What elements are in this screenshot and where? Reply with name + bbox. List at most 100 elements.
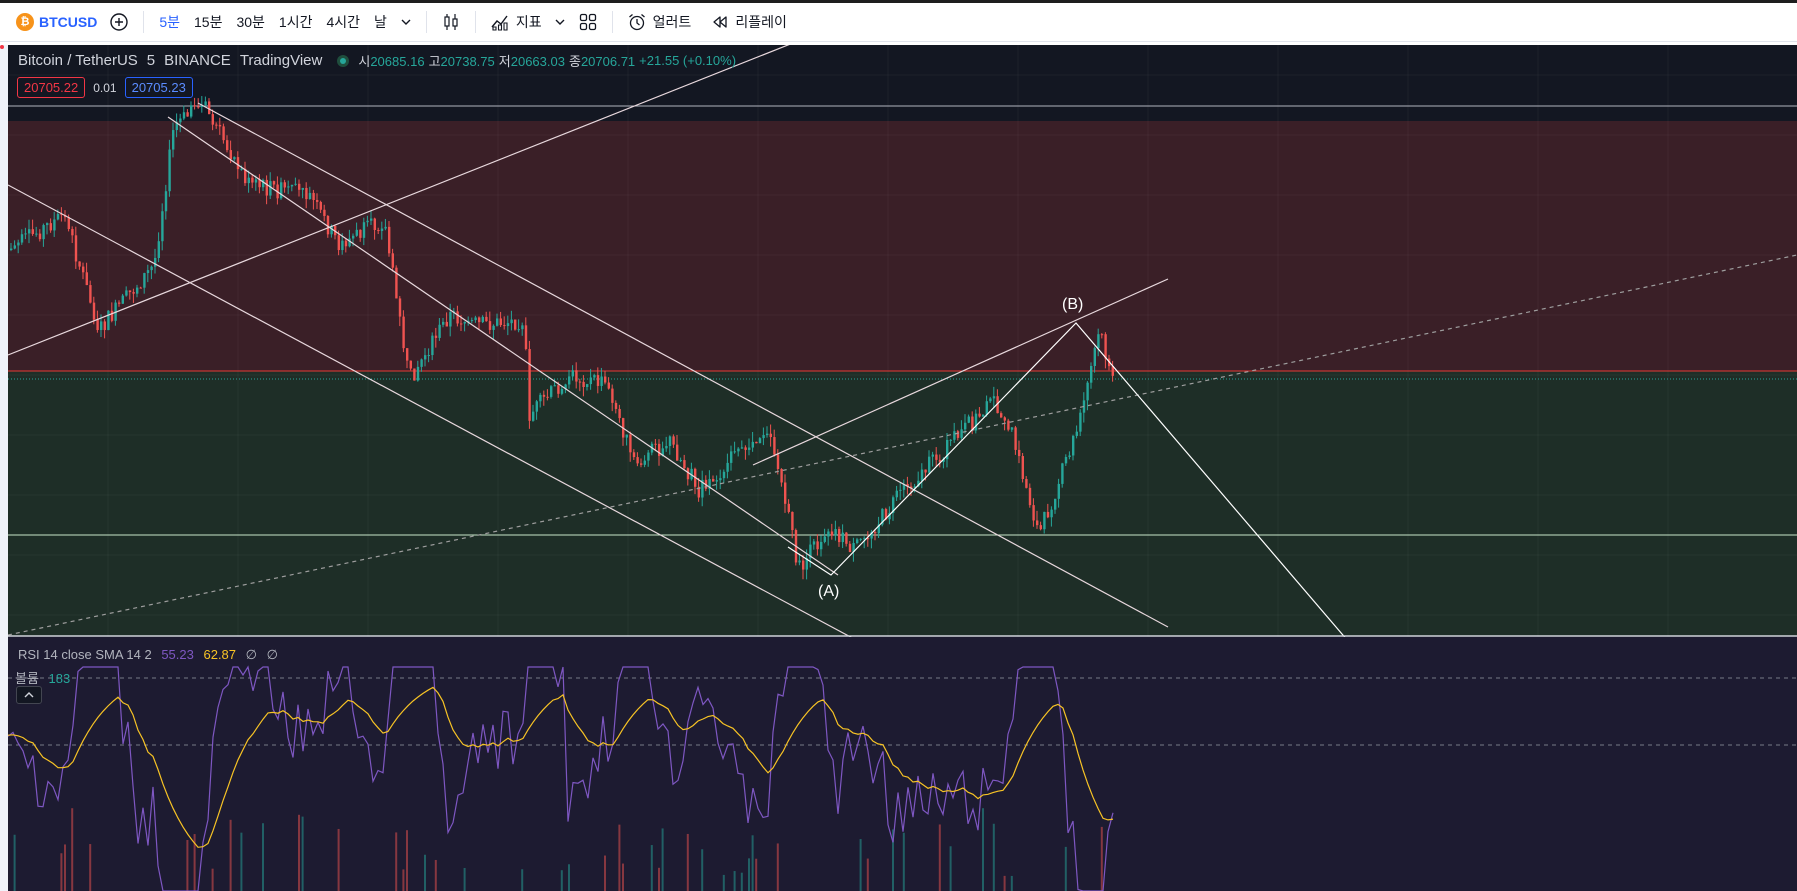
- candle-body: [964, 422, 967, 430]
- volume-bar: [337, 828, 340, 891]
- candle-body: [1111, 366, 1114, 376]
- volume-bar: [301, 816, 304, 891]
- volume-bar: [13, 834, 16, 891]
- candle-body: [413, 368, 416, 381]
- compare-add-button[interactable]: [103, 7, 135, 37]
- replay-button[interactable]: 리플레이: [705, 7, 793, 37]
- volume-bar: [701, 849, 704, 891]
- candle-body: [280, 182, 283, 199]
- candle-body: [722, 471, 726, 479]
- candle-body: [1021, 456, 1024, 479]
- alert-button[interactable]: 얼러트: [621, 7, 698, 37]
- alarm-icon: [628, 14, 645, 31]
- symbol-search-button[interactable]: ₿ BTCUSD: [10, 7, 103, 37]
- volume-bar: [748, 858, 750, 891]
- candle-body: [78, 261, 81, 267]
- candle-body: [625, 434, 628, 438]
- candle-body: [953, 431, 956, 440]
- candle-body: [200, 104, 204, 107]
- candle-body: [1010, 427, 1014, 430]
- candle-body: [982, 414, 985, 417]
- candle-body: [996, 396, 999, 414]
- candle-body: [362, 222, 366, 238]
- candle-body: [125, 290, 128, 296]
- candle-body: [913, 486, 916, 488]
- candle-body: [902, 484, 906, 490]
- volume-bar: [892, 829, 894, 891]
- candle-body: [319, 201, 322, 210]
- candle-body: [683, 460, 686, 469]
- timeframe-5m[interactable]: 5분: [159, 14, 181, 30]
- candle-body: [647, 452, 650, 461]
- buy-button[interactable]: 20705.23: [124, 77, 193, 98]
- chart-pane[interactable]: Bitcoin / TetherUS 5 BINANCE TradingView…: [8, 45, 1797, 891]
- candle-body: [46, 223, 49, 226]
- volume-legend[interactable]: 볼륨 183: [15, 668, 70, 687]
- pair-name: Bitcoin / TetherUS: [18, 52, 138, 69]
- candle-body: [870, 532, 873, 539]
- candle-body: [618, 408, 621, 419]
- timeframe-15m[interactable]: 15분: [194, 14, 223, 30]
- rsi-legend[interactable]: RSI 14 close SMA 14 2 55.23 62.87 ∅ ∅: [18, 647, 278, 663]
- candle-body: [258, 179, 261, 188]
- candle-body: [226, 140, 229, 151]
- candle-body: [845, 532, 848, 544]
- volume-bar: [755, 858, 758, 891]
- candle-body: [726, 462, 729, 472]
- ohlc-close: 종20706.71: [569, 51, 639, 70]
- candle-body: [456, 311, 459, 324]
- ohlc-open: 시20685.16: [358, 51, 428, 70]
- candle-body: [971, 416, 974, 431]
- candle-body: [910, 486, 913, 488]
- sell-button[interactable]: 20705.22: [17, 77, 86, 98]
- collapse-legend-button[interactable]: [16, 686, 42, 704]
- abc-wave-pattern: [787, 322, 1349, 642]
- data-source: TradingView: [239, 52, 323, 69]
- candle-body: [305, 187, 308, 200]
- candle-body: [632, 452, 636, 458]
- candle-body: [395, 267, 398, 299]
- candlestick-series: [10, 96, 1114, 580]
- candle-body: [528, 349, 531, 421]
- chart-type-button[interactable]: [435, 7, 467, 37]
- timeframe-dropdown-button[interactable]: [394, 7, 418, 37]
- candle-body: [182, 112, 186, 119]
- candle-body: [596, 375, 600, 386]
- volume-bar: [463, 867, 466, 891]
- candle-body: [283, 182, 286, 188]
- timeframe-4h[interactable]: 4시간: [326, 14, 361, 30]
- timeframe-30m[interactable]: 30분: [236, 14, 265, 30]
- timeframe-1h[interactable]: 1시간: [278, 14, 313, 30]
- candle-body: [809, 544, 812, 559]
- candle-body: [474, 317, 477, 321]
- chart-canvas[interactable]: [8, 45, 1797, 891]
- toolbar-divider: [143, 11, 145, 33]
- open-value: 20685.16: [370, 54, 425, 69]
- candle-body: [686, 468, 690, 480]
- timeframe-1d[interactable]: 날: [374, 14, 387, 30]
- volume-bar: [60, 853, 63, 891]
- candle-body: [13, 245, 16, 249]
- layout-templates-button[interactable]: [572, 7, 604, 37]
- trendlines: [8, 45, 1797, 642]
- candle-body: [636, 457, 639, 464]
- symbol-legend[interactable]: Bitcoin / TetherUS 5 BINANCE TradingView…: [18, 51, 745, 70]
- volume-bar: [992, 823, 995, 891]
- candle-body: [942, 459, 945, 462]
- candle-body: [262, 179, 265, 188]
- candle-body: [110, 310, 114, 321]
- candle-body: [935, 454, 938, 460]
- candle-body: [1043, 511, 1046, 530]
- indicators-button[interactable]: 지표: [484, 7, 548, 37]
- indicators-dropdown-button[interactable]: [548, 7, 572, 37]
- candle-body: [535, 401, 538, 412]
- candle-body: [798, 560, 801, 563]
- candle-body: [1079, 412, 1082, 432]
- candle-body: [330, 225, 333, 235]
- candle-body: [1036, 520, 1039, 526]
- volume-bar: [859, 839, 862, 891]
- candle-body: [521, 325, 524, 330]
- candle-body: [470, 320, 474, 322]
- candle-body: [38, 233, 42, 240]
- candle-body: [524, 325, 528, 350]
